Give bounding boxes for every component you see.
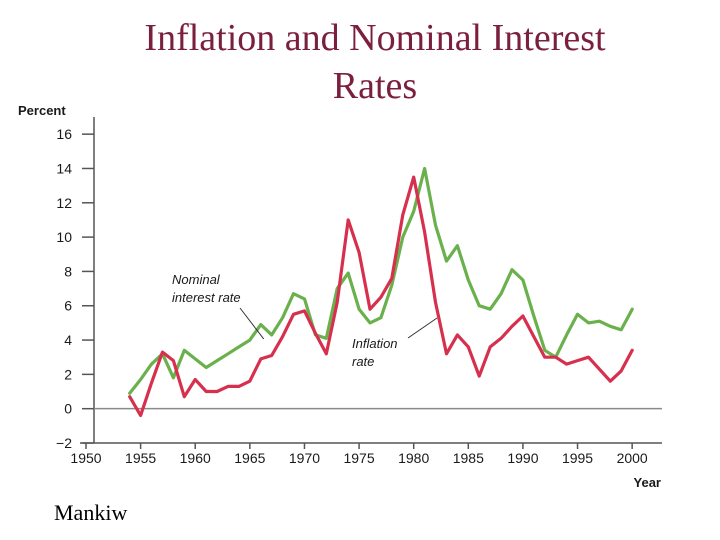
x-tick-label: 1960 <box>180 450 211 466</box>
annotation-label: Nominal <box>172 272 221 287</box>
y-tick-label: 2 <box>64 366 72 382</box>
x-tick-label: 1980 <box>398 450 429 466</box>
y-tick-label: 14 <box>56 160 72 176</box>
x-axis-label: Year <box>634 475 661 490</box>
y-tick-label: 0 <box>64 401 72 417</box>
x-tick-label: 1950 <box>70 450 101 466</box>
slide-title: Inflation and Nominal Interest Rates <box>90 14 660 110</box>
annotation-label: rate <box>352 354 374 369</box>
x-tick-label: 1965 <box>234 450 265 466</box>
annotation-pointer <box>407 317 438 339</box>
annotation-pointer <box>239 307 265 340</box>
x-tick-label: 1970 <box>289 450 320 466</box>
x-tick-label: 1990 <box>507 450 538 466</box>
y-tick-label: 16 <box>56 126 72 142</box>
title-line-2: Rates <box>332 65 418 107</box>
y-tick-label: 12 <box>56 195 72 211</box>
x-tick-label: 2000 <box>617 450 648 466</box>
y-tick-label: 6 <box>64 298 72 314</box>
series-line-nominal-interest-rate <box>128 166 634 395</box>
y-tick-label: −2 <box>56 435 72 451</box>
annotation-label: interest rate <box>172 290 241 305</box>
y-tick-label: 10 <box>56 229 72 245</box>
x-tick-label: 1955 <box>125 450 156 466</box>
x-tick-label: 1985 <box>453 450 484 466</box>
author-credit: Mankiw <box>54 500 128 525</box>
title-line-1: Inflation and Nominal Interest <box>144 17 606 59</box>
x-tick-label: 1975 <box>343 450 374 466</box>
series-line-inflation-rate <box>128 175 634 418</box>
annotation-label: Inflation <box>352 336 398 351</box>
y-tick-label: 4 <box>64 332 72 348</box>
y-tick-label: 8 <box>64 263 72 279</box>
x-tick-label: 1995 <box>562 450 593 466</box>
y-axis-label: Percent <box>18 103 66 118</box>
